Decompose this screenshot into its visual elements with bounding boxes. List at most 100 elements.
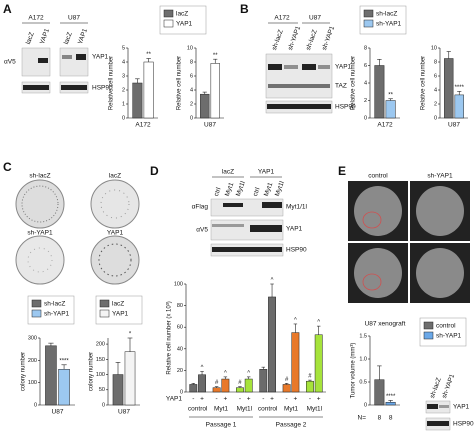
y-axis-label: Relative cell number bbox=[351, 56, 357, 110]
y-tick-label: 0 bbox=[364, 402, 367, 408]
y-tick-label: 5 bbox=[122, 45, 125, 51]
panel-label: B bbox=[240, 2, 249, 16]
legend-swatch bbox=[99, 309, 110, 318]
y-tick-label: 4 bbox=[190, 87, 193, 93]
y-tick-label: 10 bbox=[431, 45, 437, 51]
panel-label: A bbox=[3, 2, 12, 16]
y-tick-label: 0 bbox=[122, 115, 125, 121]
legend-swatch bbox=[163, 19, 174, 28]
y-axis-label: colony number bbox=[21, 352, 27, 391]
image-label: sh-YAP1 bbox=[27, 230, 53, 237]
lane-label: Myt1l bbox=[274, 180, 286, 198]
image-label: YAP1 bbox=[107, 230, 124, 237]
blot-header: lacZ bbox=[222, 169, 234, 176]
significance-mark: ^ bbox=[224, 370, 227, 376]
y-tick-label: 4 bbox=[364, 80, 367, 86]
legend-label: lacZ bbox=[176, 11, 188, 18]
blot-header: A172 bbox=[28, 15, 44, 22]
blot-label: αFlag bbox=[192, 204, 209, 211]
row-value: + bbox=[223, 396, 227, 403]
bar bbox=[385, 401, 396, 406]
blot-header: U87 bbox=[309, 15, 321, 22]
y-tick-label: 2 bbox=[364, 98, 367, 104]
legend-swatch bbox=[163, 9, 174, 18]
x-tick-label: Myt1 bbox=[214, 406, 228, 413]
blot-header: U87 bbox=[68, 15, 80, 22]
y-axis-label: Relative cell number bbox=[177, 56, 183, 110]
lane-label: sh-lacZ bbox=[271, 29, 285, 51]
bar bbox=[374, 379, 385, 406]
x-tick-label: Myt1l bbox=[237, 406, 253, 413]
bar bbox=[244, 378, 253, 393]
blot-label: YAP1 bbox=[286, 226, 303, 233]
y-tick-label: 300 bbox=[28, 335, 37, 341]
image-label: sh-lacZ bbox=[29, 173, 50, 180]
y-tick-label: 20 bbox=[177, 368, 183, 374]
significance-mark: ^ bbox=[201, 365, 204, 371]
y-tick-label: 10 bbox=[187, 45, 193, 51]
lane-label: YAP1 bbox=[77, 27, 89, 45]
bar bbox=[132, 82, 143, 119]
x-tick-label: A172 bbox=[135, 122, 151, 129]
y-tick-label: 1.0 bbox=[359, 356, 367, 362]
legend-label: sh-YAP1 bbox=[44, 311, 70, 318]
bar bbox=[454, 94, 464, 119]
x-tick-label: A172 bbox=[377, 122, 393, 129]
legend-swatch bbox=[363, 19, 374, 28]
y-tick-label: 0 bbox=[364, 115, 367, 121]
significance-mark: # bbox=[238, 380, 242, 386]
y-axis-label: Relative cell number bbox=[421, 56, 427, 110]
group-label: Passage 1 bbox=[206, 422, 237, 429]
x-tick-label: U87 bbox=[448, 122, 460, 129]
y-tick-label: 6 bbox=[434, 73, 437, 79]
significance-mark: ** bbox=[146, 52, 151, 58]
x-tick-label: U87 bbox=[118, 409, 130, 416]
bar bbox=[282, 384, 291, 393]
lane-label: ctrl bbox=[213, 186, 223, 197]
legend-label: sh-YAP1 bbox=[376, 21, 402, 28]
significance-mark: # bbox=[285, 377, 289, 383]
y-tick-label: 1.5 bbox=[359, 333, 367, 339]
lane-label: sh-YAP1 bbox=[321, 25, 336, 51]
x-tick-label: U87 bbox=[52, 409, 64, 416]
y-tick-label: 60 bbox=[177, 325, 183, 331]
significance-mark: ^ bbox=[294, 318, 297, 324]
n-value: 8 bbox=[378, 415, 382, 422]
n-value: 8 bbox=[389, 415, 393, 422]
legend-label: sh-lacZ bbox=[376, 11, 397, 18]
bar bbox=[444, 58, 454, 119]
image-label: control bbox=[368, 173, 388, 180]
blot-header: YAP1 bbox=[258, 169, 275, 176]
panel-label: D bbox=[150, 164, 159, 178]
blot-label: YAP1 bbox=[335, 64, 352, 71]
bar bbox=[385, 100, 396, 119]
legend-label: sh-YAP1 bbox=[436, 333, 462, 340]
y-tick-label: 4 bbox=[434, 87, 437, 93]
significance-mark: ** bbox=[213, 53, 218, 59]
row-value: + bbox=[270, 396, 274, 403]
y-tick-label: 0 bbox=[190, 115, 193, 121]
blot-label: YAP1 bbox=[453, 404, 470, 411]
mri-images: control sh-YAP1 bbox=[348, 173, 470, 303]
bar bbox=[291, 332, 300, 393]
row-value: - bbox=[216, 396, 218, 403]
blot-label: HSP90 bbox=[453, 421, 474, 428]
y-tick-label: 8 bbox=[190, 59, 193, 65]
significance-mark: # bbox=[215, 380, 219, 386]
legend-label: control bbox=[436, 323, 456, 330]
y-tick-label: 6 bbox=[364, 63, 367, 69]
y-tick-label: 8 bbox=[434, 59, 437, 65]
y-tick-label: 3 bbox=[122, 73, 125, 79]
bar bbox=[198, 374, 206, 393]
blot-d: lacZ YAP1 ctrl Myt1 Myt1l ctrl Myt1 Myt1… bbox=[192, 169, 308, 257]
image-label: sh-YAP1 bbox=[427, 173, 453, 180]
y-tick-label: 2 bbox=[122, 87, 125, 93]
x-tick-label: control bbox=[188, 406, 208, 413]
y-tick-label: 2 bbox=[190, 101, 193, 107]
significance-mark: **** bbox=[59, 358, 69, 364]
y-tick-label: 200 bbox=[28, 358, 37, 364]
bar bbox=[200, 93, 210, 119]
legend-label: lacZ bbox=[112, 301, 124, 308]
x-tick-label: control bbox=[258, 406, 278, 413]
